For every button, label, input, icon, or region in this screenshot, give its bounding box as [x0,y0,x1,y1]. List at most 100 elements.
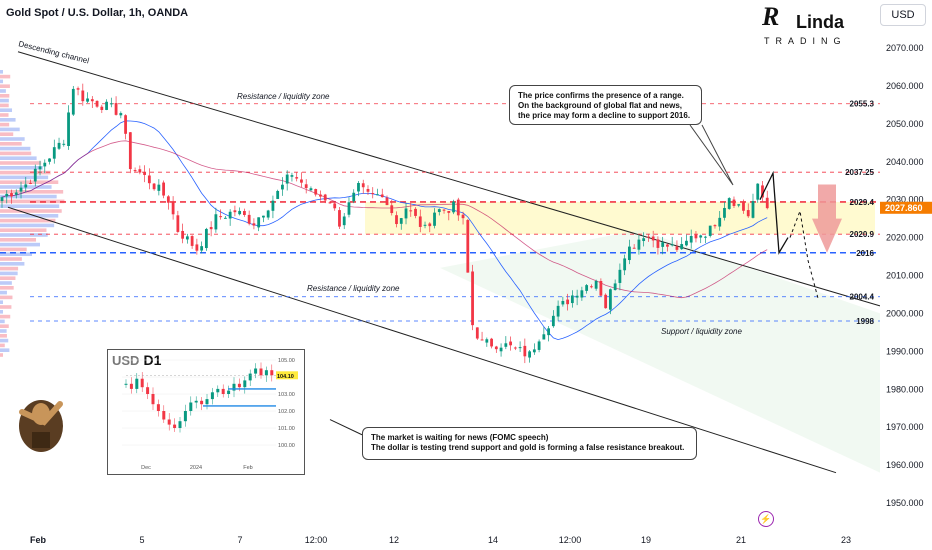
inset-x-label: Feb [243,465,252,471]
logo-subtitle: TRADING [764,36,847,46]
candle-body [281,184,284,190]
volume-profile-bar [0,103,9,108]
inset-candle-body [135,378,139,389]
inset-candle-body [232,383,236,391]
candle-body [661,242,665,247]
candle-body [29,182,32,184]
callout-news: The market is waiting for news (FOMC spe… [362,427,697,460]
candle-body [38,166,42,170]
candle-body [95,100,99,107]
candle-body [518,347,522,349]
inset-tick-label: 100.00 [278,443,295,449]
volume-profile-bar [0,151,32,156]
time-tick-label: 12:00 [559,535,582,545]
inset-candle-body [270,370,274,376]
candle-body [223,217,227,219]
price-tick-label: 2010.000 [886,271,924,281]
callout-line: the price may form a decline to support … [518,111,691,120]
price-tick-label: 2050.000 [886,119,924,129]
candle-body [618,269,622,283]
candle-body [238,210,242,215]
candle-body [589,286,593,288]
candle-body [675,246,679,250]
candle-body [532,349,536,353]
candle-body [390,205,394,214]
volume-profile-bar [0,209,62,213]
inset-candle-body [162,411,166,420]
price-axis: 2070.000 2060.000 2050.000 2040.000 2030.000… [880,0,932,550]
candle-body [556,305,560,317]
inset-last-price-badge [276,371,298,380]
candle-body [185,236,189,240]
candle-body [124,115,127,134]
lightning-icon[interactable]: ⚡ [758,511,774,527]
candle-body [304,184,308,189]
currency-button[interactable]: USD [880,4,926,26]
meme-image [19,400,63,452]
candle-body [570,295,574,304]
candle-body [90,99,94,102]
candle-body [257,217,261,228]
volume-profile-bar [0,348,10,352]
volume-profile-bar [0,286,14,290]
candle-body [86,98,89,102]
inset-candle-body [167,419,171,425]
candle-body [637,239,641,250]
candle-body [490,338,493,347]
volume-profile-bar [0,137,25,141]
price-level-label: 2016 [856,249,874,258]
price-tick-label: 1990.000 [886,346,924,356]
candle-body [409,210,413,212]
candle-body [718,217,722,227]
callout-line: The market is waiting for news (FOMC spe… [371,433,549,442]
volume-profile-bar [0,319,5,324]
candle-body [328,202,332,204]
volume-profile-bar [0,98,9,103]
inset-x-label: 2024 [190,465,202,471]
candle-body [523,345,527,357]
candle-body [247,214,251,224]
inset-candle-body [200,400,204,405]
volume-profile-bar [0,257,22,261]
logo-word: Linda [796,12,844,32]
channel-lower-line [7,206,837,474]
candle-body [528,351,531,358]
candle-body [604,294,608,309]
zone-label: Resistance / liquidity zone [237,92,330,101]
price-tick-label: 2060.000 [886,81,924,91]
candle-body [295,177,299,179]
candle-body [680,244,684,250]
volume-profile-bar [0,338,9,343]
volume-profile-bar [0,300,3,304]
candle-body [271,200,275,211]
candle-body [632,247,636,249]
price-tick-label: 1960.000 [886,460,924,470]
candle-body [613,283,617,291]
candle-body [594,280,598,289]
candle-body [81,90,85,102]
volume-profile-bar [0,166,43,170]
time-tick-label: 14 [488,535,498,545]
candle-body [323,194,327,201]
candle-body [670,244,674,246]
volume-profile-bar [0,242,40,247]
candle-body [628,246,631,261]
candle-body [338,210,341,227]
callout-pointer [689,124,734,186]
volume-profile-bar [0,223,55,228]
candle-body [371,193,375,195]
inset-candle-body [151,394,155,405]
candle-body [537,341,541,350]
candle-body [190,236,194,246]
volume-profile-bar [0,142,22,146]
candle-body [699,235,703,238]
inset-tick-label: 102.00 [278,409,295,415]
candle-body [737,204,741,206]
candle-body [262,215,265,218]
candle-body [100,106,104,110]
candle-body [176,215,180,232]
candle-body [399,218,403,224]
volume-profile-bar [0,74,11,79]
down-arrow-icon [812,184,842,253]
